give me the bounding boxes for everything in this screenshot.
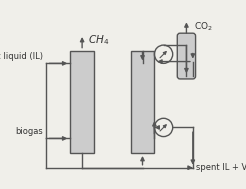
FancyBboxPatch shape xyxy=(177,33,196,79)
Bar xyxy=(131,51,154,153)
Bar xyxy=(70,51,94,153)
Text: biogas: biogas xyxy=(15,127,43,136)
Text: spent IL + VOCs: spent IL + VOCs xyxy=(197,163,246,172)
Text: ionic liquid (IL): ionic liquid (IL) xyxy=(0,52,43,60)
Text: CO$_2$: CO$_2$ xyxy=(194,21,213,33)
Text: CH$_4$: CH$_4$ xyxy=(88,34,109,47)
